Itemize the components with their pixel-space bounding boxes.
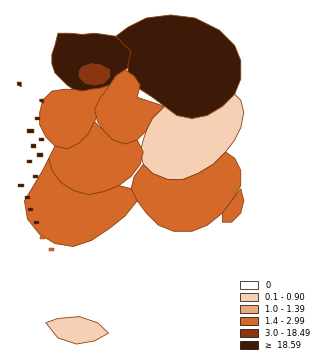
Polygon shape xyxy=(28,129,34,132)
Polygon shape xyxy=(46,317,108,344)
Polygon shape xyxy=(40,85,110,149)
Polygon shape xyxy=(18,184,24,187)
Polygon shape xyxy=(140,94,244,180)
Legend: 0, 0.1 - 0.90, 1.0 - 1.39, 1.4 - 2.99, 3.0 - 18.49, ≥  18.59: 0, 0.1 - 0.90, 1.0 - 1.39, 1.4 - 2.99, 3… xyxy=(237,279,313,352)
Polygon shape xyxy=(17,82,21,87)
Polygon shape xyxy=(25,196,30,199)
Polygon shape xyxy=(27,160,32,163)
Polygon shape xyxy=(34,221,39,224)
Polygon shape xyxy=(24,158,137,247)
Polygon shape xyxy=(52,33,137,91)
Polygon shape xyxy=(223,188,244,222)
Polygon shape xyxy=(40,236,45,239)
Polygon shape xyxy=(28,209,33,211)
Polygon shape xyxy=(131,152,241,231)
Polygon shape xyxy=(37,153,43,157)
Polygon shape xyxy=(94,70,165,144)
Polygon shape xyxy=(36,117,40,120)
Polygon shape xyxy=(40,99,44,103)
Polygon shape xyxy=(49,122,143,195)
Polygon shape xyxy=(31,144,36,148)
Polygon shape xyxy=(49,248,54,251)
Polygon shape xyxy=(39,138,44,141)
Polygon shape xyxy=(33,175,38,178)
Polygon shape xyxy=(79,64,110,85)
Polygon shape xyxy=(116,15,241,118)
